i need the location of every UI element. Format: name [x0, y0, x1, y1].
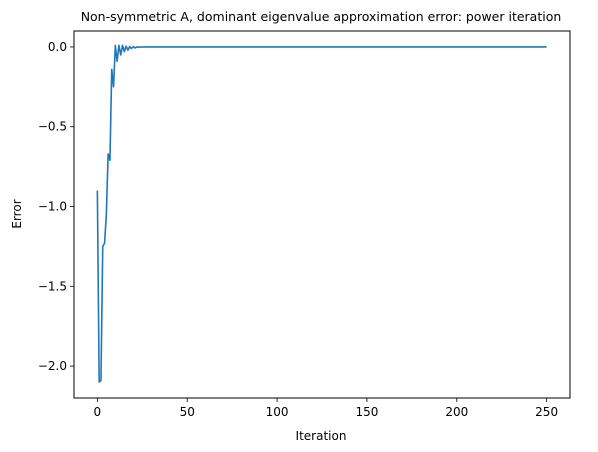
x-tick-label: 250	[535, 405, 558, 419]
y-tick-label: −1.5	[38, 279, 67, 293]
x-axis: 0 50 100 150 200 250	[94, 398, 558, 419]
error-series-line	[96, 44, 547, 383]
x-tick-label: 150	[355, 405, 378, 419]
x-tick-label: 50	[180, 405, 195, 419]
x-axis-label: Iteration	[296, 429, 347, 443]
y-axis-label: Error	[10, 199, 24, 228]
y-tick-label: −2.0	[38, 359, 67, 373]
y-tick-label: −0.5	[38, 120, 67, 134]
x-tick-label: 200	[445, 405, 468, 419]
series-layer	[96, 44, 547, 383]
y-tick-label: 0.0	[48, 40, 67, 54]
plot-frame	[73, 30, 571, 399]
y-axis: 0.0 −0.5 −1.0 −1.5 −2.0	[38, 40, 74, 373]
chart-title: Non-symmetric A, dominant eigenvalue app…	[81, 9, 562, 24]
y-tick-label: −1.0	[38, 200, 67, 214]
x-tick-label: 100	[266, 405, 289, 419]
x-tick-label: 0	[94, 405, 102, 419]
